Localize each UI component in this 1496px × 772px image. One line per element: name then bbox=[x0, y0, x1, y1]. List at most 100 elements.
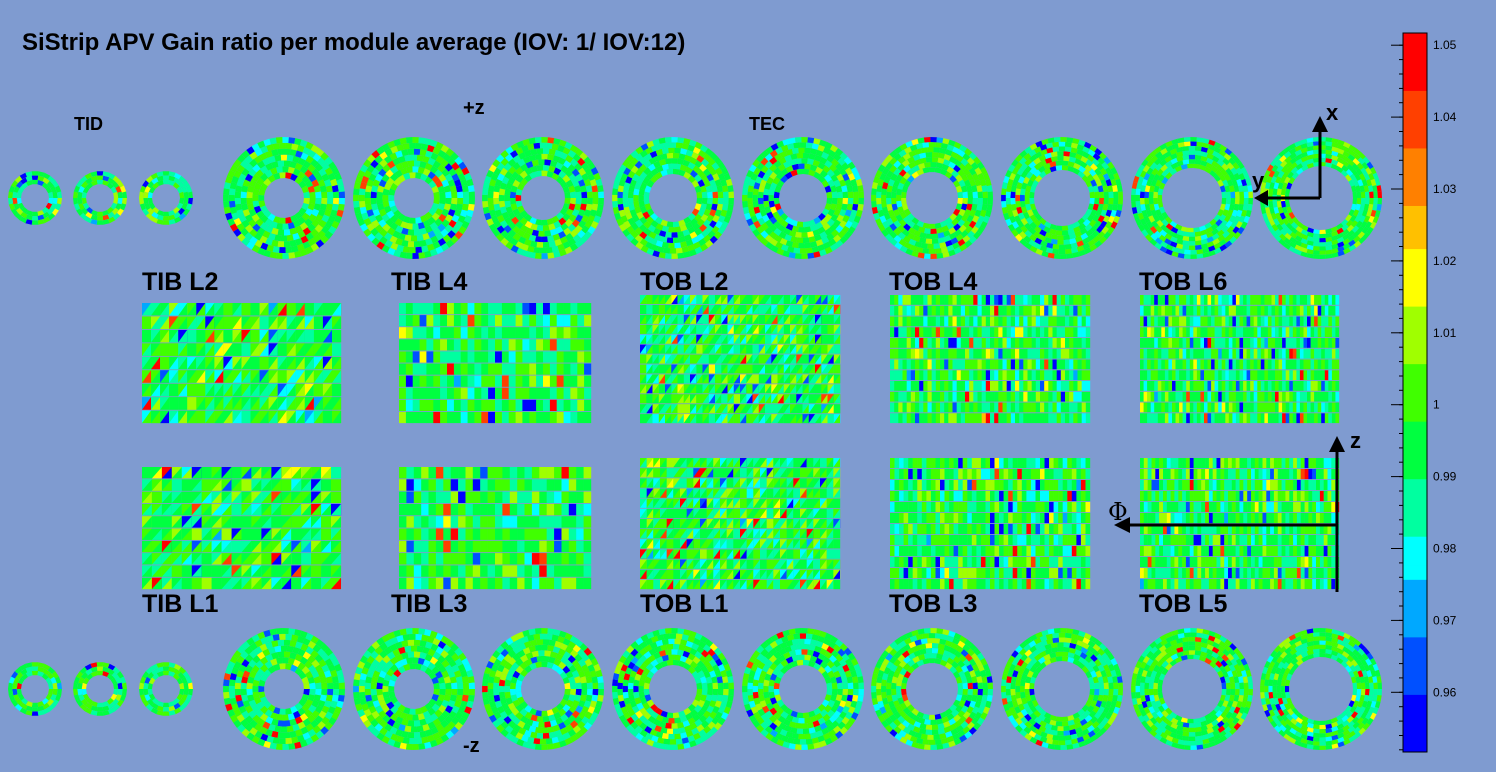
module-wedge bbox=[139, 676, 146, 684]
module-wedge bbox=[251, 143, 260, 152]
module-wedge bbox=[431, 185, 439, 193]
module-wedge bbox=[442, 234, 452, 243]
module-wedge bbox=[427, 144, 435, 153]
module-wedge bbox=[431, 203, 439, 211]
module-wedge bbox=[90, 210, 98, 217]
module-wedge bbox=[176, 202, 184, 210]
module-wedge bbox=[707, 689, 713, 696]
module-wedge bbox=[325, 185, 333, 193]
module-wedge bbox=[174, 172, 182, 180]
module-wedge bbox=[115, 203, 122, 211]
module-wedge bbox=[308, 213, 317, 223]
module-wedge bbox=[1325, 253, 1333, 259]
module-wedge bbox=[110, 186, 118, 194]
module-wedge bbox=[559, 151, 568, 160]
module-wedge bbox=[442, 153, 452, 162]
module-wedge bbox=[291, 143, 299, 151]
module-wedge bbox=[936, 137, 944, 143]
module-wedge bbox=[1117, 185, 1123, 192]
module-wedge bbox=[853, 682, 859, 689]
module-wedge bbox=[272, 634, 280, 641]
module-wedge bbox=[396, 144, 404, 152]
module-wedge bbox=[379, 228, 388, 238]
module-wedge bbox=[81, 198, 87, 205]
module-wedge bbox=[492, 159, 501, 168]
module-wedge bbox=[718, 215, 726, 223]
module-wedge bbox=[429, 248, 438, 257]
module-wedge bbox=[583, 156, 592, 165]
module-wedge bbox=[833, 208, 841, 217]
module-wedge bbox=[284, 229, 291, 236]
module-wedge bbox=[42, 702, 50, 710]
module-wedge bbox=[935, 142, 942, 148]
module-wedge bbox=[186, 676, 193, 684]
module-wedge bbox=[635, 168, 643, 177]
module-wedge bbox=[612, 206, 620, 214]
module-wedge bbox=[1182, 231, 1190, 237]
module-wedge bbox=[675, 142, 683, 149]
module-wedge bbox=[144, 185, 151, 193]
module-wedge bbox=[31, 179, 39, 185]
module-wedge bbox=[1062, 165, 1069, 171]
module-wedge bbox=[663, 247, 671, 254]
module-wedge bbox=[1230, 191, 1236, 198]
module-wedge bbox=[79, 213, 88, 221]
module-wedge bbox=[325, 203, 333, 211]
module-wedge bbox=[489, 209, 497, 217]
module-wedge bbox=[147, 198, 153, 205]
module-wedge bbox=[150, 707, 158, 715]
module-wedge bbox=[932, 238, 939, 244]
module-wedge bbox=[78, 185, 85, 193]
module-wedge bbox=[415, 142, 423, 150]
module-wedge bbox=[673, 728, 680, 735]
tid-minus-disk-3 bbox=[139, 662, 193, 716]
module-wedge bbox=[260, 182, 268, 191]
module-wedge bbox=[666, 728, 673, 735]
module-wedge bbox=[592, 191, 599, 198]
module-wedge bbox=[43, 663, 51, 671]
module-wedge bbox=[927, 147, 934, 153]
module-wedge bbox=[96, 179, 104, 185]
module-wedge bbox=[1365, 198, 1370, 205]
module-wedge bbox=[467, 203, 475, 211]
module-wedge bbox=[231, 175, 239, 184]
module-wedge bbox=[304, 218, 313, 227]
module-wedge bbox=[581, 173, 590, 182]
module-wedge bbox=[433, 191, 440, 198]
module-wedge bbox=[520, 210, 528, 219]
module-wedge bbox=[570, 229, 579, 238]
module-wedge bbox=[366, 223, 375, 232]
module-wedge bbox=[1089, 198, 1095, 205]
module-wedge bbox=[583, 209, 592, 218]
module-wedge bbox=[925, 157, 932, 163]
module-wedge bbox=[627, 170, 636, 179]
module-wedge bbox=[449, 185, 457, 193]
module-wedge bbox=[763, 679, 770, 687]
module-wedge bbox=[298, 207, 307, 216]
module-wedge bbox=[85, 211, 93, 219]
module-wedge bbox=[1312, 250, 1320, 255]
module-wedge bbox=[623, 182, 631, 190]
module-wedge bbox=[162, 702, 170, 708]
module-wedge bbox=[568, 214, 577, 223]
module-wedge bbox=[487, 203, 495, 211]
module-wedge bbox=[835, 185, 843, 193]
module-wedge bbox=[383, 205, 392, 214]
module-wedge bbox=[648, 156, 657, 165]
module-wedge bbox=[671, 723, 678, 729]
module-wedge bbox=[553, 167, 562, 176]
module-wedge bbox=[559, 180, 568, 189]
module-wedge bbox=[315, 239, 325, 248]
module-wedge bbox=[616, 218, 624, 227]
module-wedge bbox=[575, 173, 584, 182]
module-wedge bbox=[146, 698, 154, 707]
module-wedge bbox=[578, 167, 587, 176]
module-wedge bbox=[11, 699, 18, 707]
module-wedge bbox=[1319, 250, 1326, 255]
module-wedge bbox=[50, 185, 57, 193]
module-wedge bbox=[152, 182, 159, 189]
module-wedge bbox=[8, 694, 15, 702]
module-wedge bbox=[312, 153, 322, 162]
module-wedge bbox=[178, 704, 187, 712]
module-wedge bbox=[722, 694, 729, 702]
